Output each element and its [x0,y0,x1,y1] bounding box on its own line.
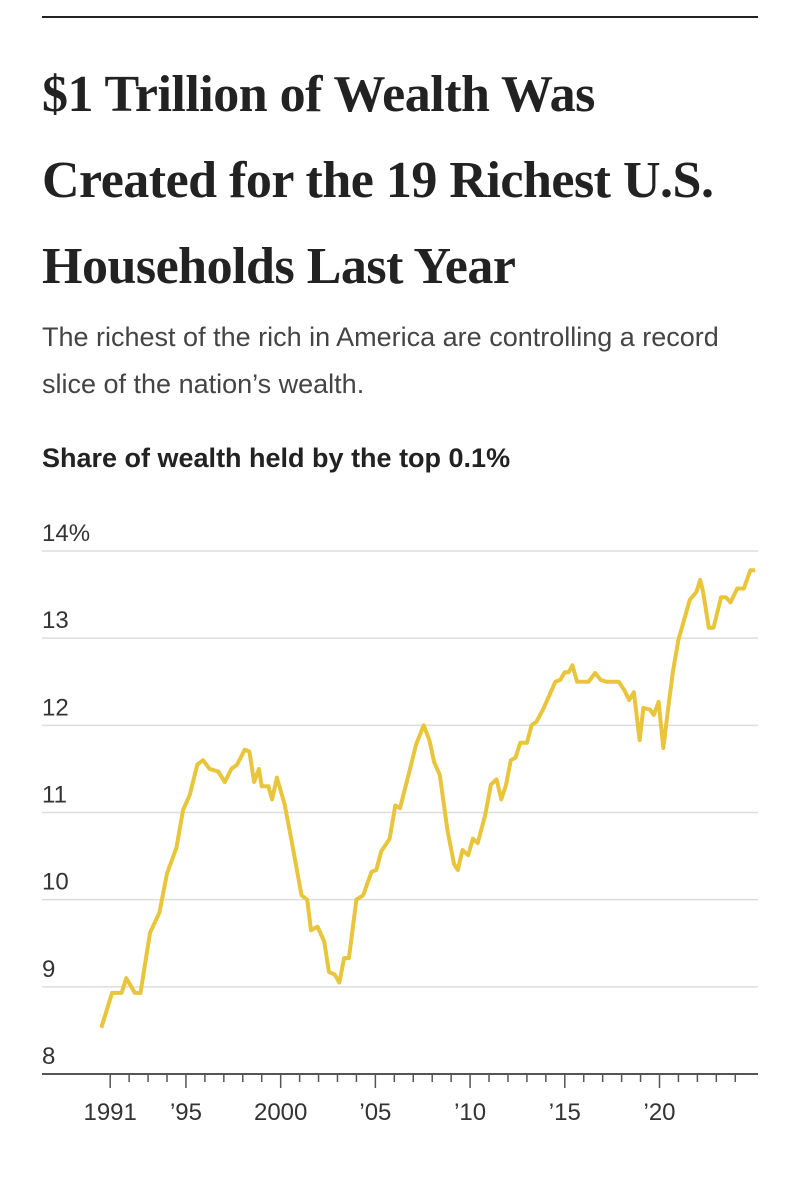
x-tick-label: ’15 [549,1099,581,1126]
y-tick-label: 8 [42,1043,55,1070]
chart-title: Share of wealth held by the top 0.1% [42,443,511,473]
y-tick-label: 14% [42,520,90,547]
subtitle: The richest of the rich in America are c… [42,322,719,399]
y-tick-label: 12 [42,694,69,721]
y-tick-label: 10 [42,869,69,896]
x-tick-label: ’20 [643,1099,675,1126]
x-tick-label: ’05 [359,1099,391,1126]
x-tick-label: ’10 [454,1099,486,1126]
x-tick-label: 1991 [83,1099,136,1126]
y-tick-label: 9 [42,956,55,983]
top-rule [42,16,758,18]
x-tick-label: ’95 [170,1099,202,1126]
y-tick-label: 11 [42,782,67,809]
headline: $1 Trillion of Wealth Was Created for th… [42,66,714,295]
x-tick-label: 2000 [254,1099,307,1126]
y-tick-label: 13 [42,607,69,634]
data-line [99,568,756,1029]
